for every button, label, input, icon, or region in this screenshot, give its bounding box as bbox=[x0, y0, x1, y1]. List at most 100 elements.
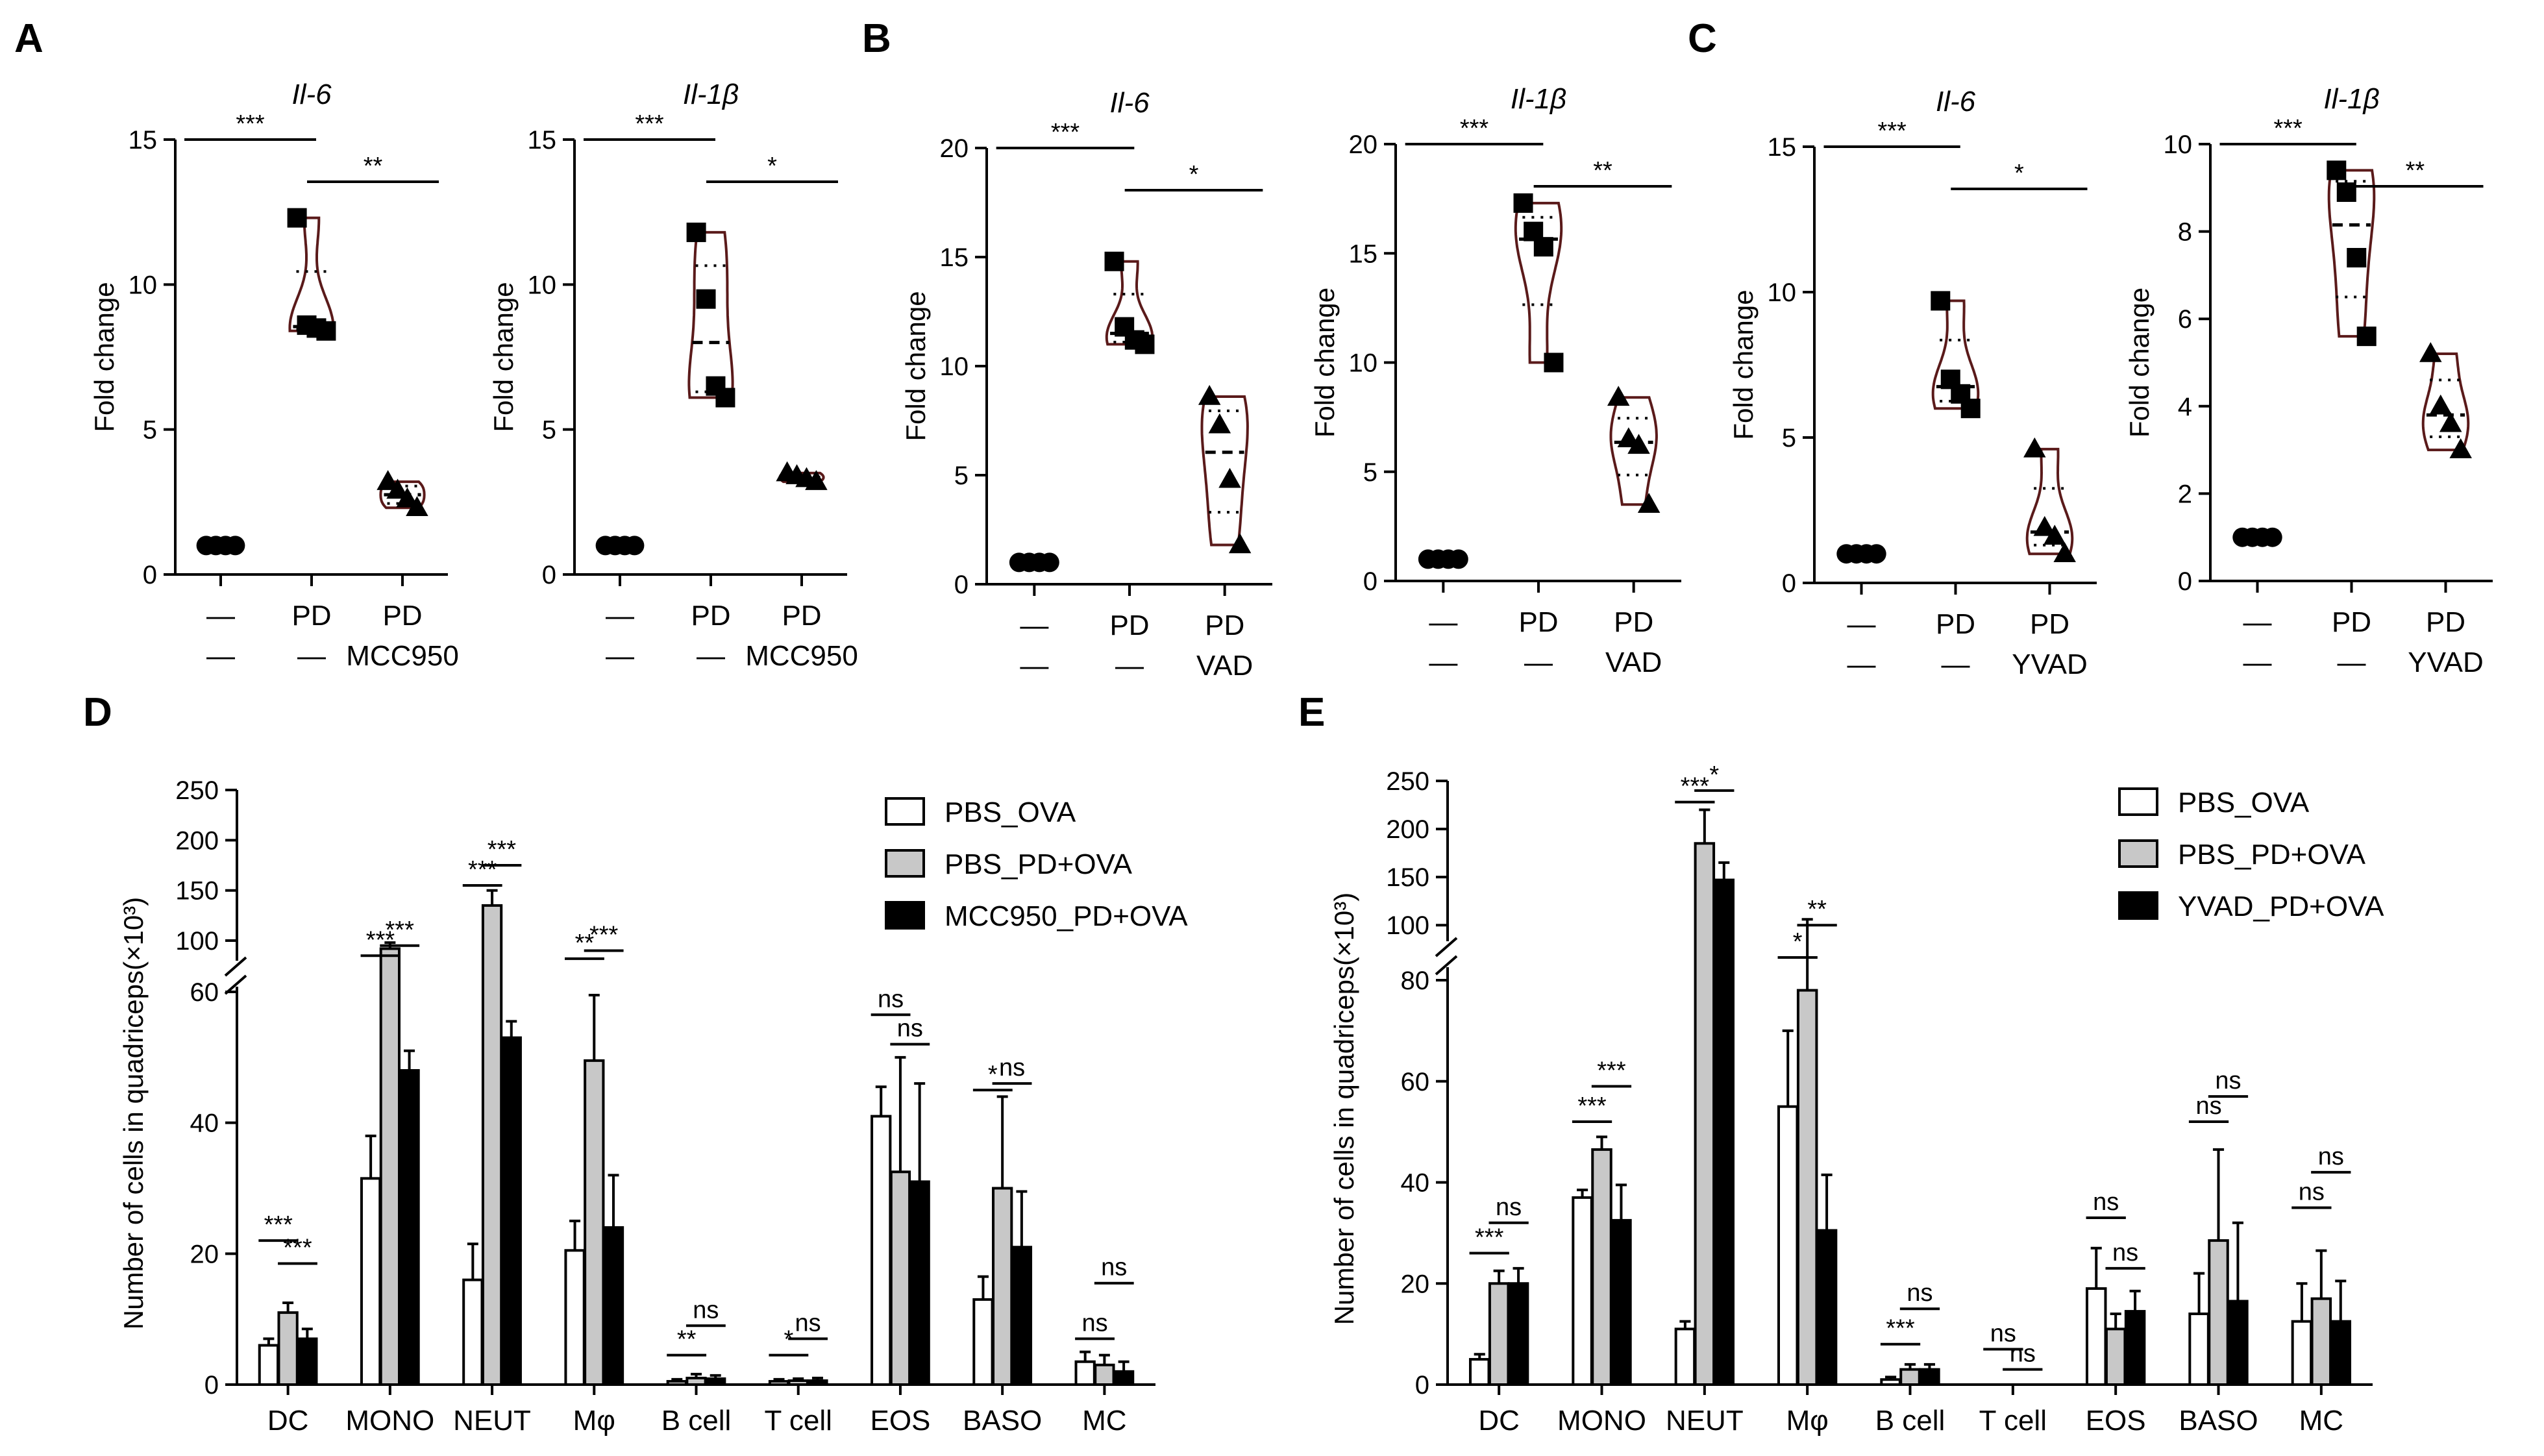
category-label: T cell bbox=[1979, 1405, 2047, 1437]
bar-PBS_PD+OVA bbox=[2208, 1239, 2229, 1387]
bar-PBS_OVA bbox=[2291, 1320, 2313, 1386]
bar-PBS_PD+OVA bbox=[379, 947, 401, 1386]
significance-label: *** bbox=[1877, 117, 1907, 145]
y-tick-label: 4 bbox=[2178, 393, 2192, 421]
y-tick-label: 15 bbox=[129, 126, 158, 154]
significance-label: *** bbox=[1681, 773, 1710, 800]
data-point bbox=[2439, 412, 2462, 432]
data-point bbox=[406, 496, 428, 517]
bar-PBS_OVA bbox=[2085, 1287, 2107, 1386]
legend-swatch bbox=[2118, 787, 2158, 816]
bar-YVAD_PD+OVA bbox=[1816, 1229, 1838, 1386]
y-tick-label: 200 bbox=[1386, 815, 1429, 844]
bar-PBS_PD+OVA bbox=[2105, 1327, 2127, 1387]
condition-label-row2: — bbox=[1847, 648, 1876, 680]
significance-label: *** bbox=[635, 110, 664, 138]
bar-PBS_OVA bbox=[871, 1115, 892, 1387]
y-tick-label: 10 bbox=[1349, 349, 1378, 378]
bar-MCC950_PD+OVA bbox=[399, 1069, 420, 1386]
y-tick-label: 10 bbox=[940, 352, 969, 381]
data-point bbox=[2347, 247, 2367, 267]
bar-MCC950_PD+OVA bbox=[297, 1337, 318, 1387]
category-label: NEUT bbox=[1666, 1405, 1744, 1437]
y-axis-label: Fold change bbox=[1728, 290, 1759, 439]
data-point bbox=[686, 222, 706, 242]
chart-title: Il-1β bbox=[2323, 83, 2379, 115]
condition-label-row1: PD bbox=[382, 600, 422, 632]
violin-outline bbox=[1200, 395, 1249, 547]
bar-chart-D: 0 20 40 60 100 150 200 250 Number of cells in qu… bbox=[118, 776, 1188, 1437]
bar-PBS_OVA bbox=[1074, 1360, 1096, 1386]
data-point bbox=[2327, 160, 2347, 180]
condition-label-row1: PD bbox=[2426, 606, 2465, 638]
y-tick-label: 250 bbox=[175, 776, 219, 805]
y-tick-label: 150 bbox=[175, 877, 219, 906]
category-label: MONO bbox=[345, 1405, 434, 1437]
condition-label-row2: YVAD bbox=[2012, 648, 2088, 680]
y-tick-label: 0 bbox=[542, 561, 556, 589]
significance-label: ns bbox=[2299, 1178, 2325, 1205]
data-point bbox=[2043, 524, 2066, 545]
category-label: B cell bbox=[661, 1405, 732, 1437]
bar-PBS_OVA bbox=[1572, 1196, 1593, 1387]
chart-title: Il-6 bbox=[291, 79, 332, 110]
significance-label: ns bbox=[2010, 1340, 2036, 1368]
panel-letter: D bbox=[83, 690, 112, 735]
bar-MCC950_PD+OVA bbox=[1113, 1370, 1135, 1386]
y-axis-label: Fold change bbox=[488, 282, 519, 432]
y-axis-label: Fold change bbox=[1309, 288, 1340, 438]
significance-label: * bbox=[1793, 928, 1803, 956]
category-label: NEUT bbox=[453, 1405, 531, 1437]
significance-label: ns bbox=[2093, 1189, 2119, 1216]
legend: PBS_OVA PBS_PD+OVA MCC950_PD+OVA bbox=[885, 796, 1188, 932]
category-label: EOS bbox=[870, 1405, 930, 1437]
data-point bbox=[1960, 399, 1981, 419]
data-point bbox=[1228, 533, 1252, 554]
significance-label: ns bbox=[1907, 1279, 1933, 1307]
condition-label-row2: — bbox=[606, 640, 634, 672]
significance-label: ns bbox=[1101, 1254, 1127, 1281]
bar-MCC950_PD+OVA bbox=[705, 1377, 726, 1387]
bar-PBS_OVA bbox=[1880, 1378, 1901, 1386]
y-tick-label: 60 bbox=[190, 978, 219, 1007]
y-axis-label: Fold change bbox=[2124, 288, 2155, 438]
data-point bbox=[1208, 413, 1231, 434]
bar-MCC950_PD+OVA bbox=[1011, 1246, 1033, 1386]
significance-label: * bbox=[1189, 161, 1199, 188]
category-label: T cell bbox=[765, 1405, 832, 1437]
violin-outline bbox=[2421, 352, 2470, 452]
data-point bbox=[2449, 438, 2472, 458]
bar-YVAD_PD+OVA bbox=[1611, 1218, 1632, 1386]
bar-PBS_PD+OVA bbox=[481, 904, 503, 1386]
y-tick-label: 40 bbox=[190, 1109, 219, 1138]
category-label: DC bbox=[267, 1405, 309, 1437]
legend-swatch bbox=[885, 797, 925, 826]
bar-PBS_PD+OVA bbox=[889, 1170, 911, 1386]
y-axis-label: Fold change bbox=[89, 282, 119, 432]
axis-break-mark bbox=[224, 956, 247, 977]
y-tick-label: 0 bbox=[1415, 1371, 1429, 1400]
bar-PBS_PD+OVA bbox=[584, 1059, 605, 1386]
condition-label-row1: — bbox=[2243, 606, 2272, 638]
y-tick-label: 10 bbox=[129, 271, 158, 299]
significance-label: ns bbox=[897, 1015, 923, 1043]
bar-PBS_PD+OVA bbox=[992, 1187, 1013, 1386]
category-label: Mφ bbox=[1786, 1405, 1829, 1437]
bar-PBS_OVA bbox=[666, 1379, 687, 1386]
y-tick-label: 6 bbox=[2178, 305, 2192, 334]
significance-label: ** bbox=[677, 1326, 697, 1353]
bar-PBS_OVA bbox=[462, 1278, 484, 1386]
y-tick-label: 0 bbox=[204, 1371, 219, 1400]
legend-label: YVAD_PD+OVA bbox=[2178, 891, 2384, 922]
data-point bbox=[2053, 542, 2076, 562]
data-point bbox=[624, 536, 645, 556]
bar-YVAD_PD+OVA bbox=[1919, 1368, 1940, 1386]
bar-PBS_PD+OVA bbox=[277, 1311, 299, 1387]
bar-PBS_PD+OVA bbox=[787, 1379, 809, 1386]
significance-label: * bbox=[767, 153, 777, 180]
significance-label: *** bbox=[1577, 1092, 1607, 1120]
y-tick-label: 15 bbox=[528, 126, 557, 154]
